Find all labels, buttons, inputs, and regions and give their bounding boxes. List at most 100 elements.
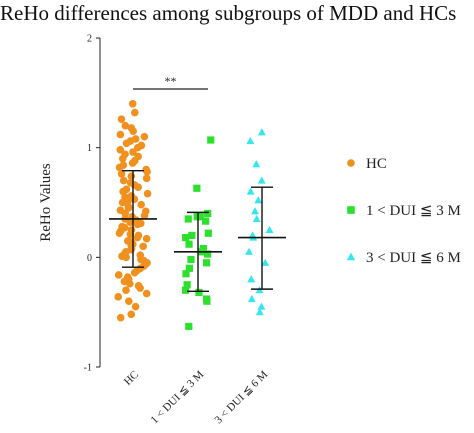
- data-point: [182, 233, 190, 242]
- data-point: [118, 198, 127, 207]
- data-point: [193, 184, 201, 192]
- data-point: [116, 130, 125, 139]
- data-point: [185, 322, 193, 331]
- category-label: 3 < DUI ≦ 6 M: [212, 368, 270, 426]
- data-point: [129, 127, 137, 136]
- data-point: [129, 148, 137, 156]
- category-label: 1 < DUI ≦ 3 M: [148, 368, 206, 426]
- data-point: [142, 174, 151, 183]
- legend-label: 3 < DUI ≦ 6 M: [366, 250, 461, 266]
- data-point: [251, 207, 259, 215]
- data-point: [195, 288, 203, 297]
- error-bars: [109, 169, 286, 293]
- data-point: [127, 310, 136, 319]
- data-point: [257, 128, 266, 136]
- data-point: [245, 247, 253, 255]
- legend: HC 1 < DUI ≦ 3 M 3 < DUI ≦ 6 M: [346, 156, 461, 266]
- data-point: [255, 308, 264, 316]
- significance-label: **: [165, 74, 177, 88]
- data-point: [134, 183, 142, 191]
- data-point: [115, 163, 124, 172]
- data-point: [184, 215, 192, 223]
- data-point: [118, 154, 127, 163]
- data-point: [127, 172, 136, 180]
- data-point: [252, 214, 261, 223]
- data-point: [202, 217, 210, 225]
- data-point: [136, 284, 144, 292]
- data-point: [257, 302, 266, 310]
- data-point: [261, 258, 270, 266]
- data-point: [143, 189, 152, 198]
- legend-marker: [347, 206, 355, 214]
- data-point: [116, 313, 125, 322]
- data-point: [183, 281, 191, 289]
- data-point: [204, 229, 212, 237]
- data-point: [139, 242, 147, 251]
- data-point: [126, 218, 134, 227]
- data-point: [117, 115, 126, 123]
- data-point: [188, 231, 196, 239]
- data-point: [193, 213, 201, 221]
- data-point: [128, 159, 137, 167]
- data-point: [114, 271, 123, 279]
- data-point: [207, 136, 215, 144]
- data-point: [122, 253, 130, 262]
- data-point: [122, 286, 130, 295]
- data-point: [142, 289, 151, 298]
- legend-label: 1 < DUI ≦ 3 M: [366, 203, 461, 219]
- data-points: [114, 100, 274, 331]
- data-point: [126, 279, 134, 288]
- data-point: [114, 293, 123, 301]
- y-axis-title: ReHo Values: [38, 163, 54, 242]
- data-point: [142, 234, 151, 243]
- data-point: [131, 108, 139, 117]
- data-point: [117, 170, 126, 178]
- data-point: [124, 297, 133, 306]
- y-tick-label: -1: [84, 363, 92, 374]
- data-point: [128, 100, 137, 108]
- data-point: [202, 259, 211, 267]
- y-tick-label: 2: [87, 34, 92, 45]
- data-point: [247, 294, 256, 303]
- y-tick-label: 1: [87, 143, 92, 154]
- data-point: [130, 268, 139, 277]
- data-point: [140, 211, 149, 220]
- data-point: [247, 275, 256, 283]
- data-point: [185, 264, 193, 272]
- data-point: [252, 160, 261, 168]
- data-point: [204, 250, 212, 258]
- data-point: [246, 187, 255, 195]
- data-point: [246, 136, 255, 145]
- data-point: [187, 255, 195, 264]
- data-point: [182, 270, 190, 278]
- legend-label: HC: [366, 156, 387, 172]
- data-point: [122, 139, 131, 148]
- chart-title: ReHo differences among subgroups of MDD …: [0, 1, 457, 25]
- data-point: [254, 196, 263, 204]
- legend-marker: [346, 252, 356, 261]
- data-point: [130, 195, 139, 204]
- data-point: [140, 132, 149, 141]
- y-tick-label: 0: [87, 253, 92, 264]
- data-point: [181, 286, 190, 294]
- data-point: [124, 204, 133, 212]
- data-point: [121, 209, 129, 218]
- legend-marker: [347, 159, 355, 167]
- data-point: [115, 229, 124, 238]
- data-point: [265, 225, 274, 233]
- data-point: [121, 121, 130, 130]
- data-point: [137, 200, 145, 209]
- data-point: [119, 176, 128, 185]
- data-point: [126, 230, 135, 239]
- data-point: [257, 176, 266, 184]
- data-point: [185, 240, 193, 248]
- data-point: [133, 233, 142, 242]
- data-point: [131, 302, 140, 311]
- data-point: [143, 167, 151, 176]
- data-point: [203, 297, 211, 305]
- data-point: [204, 209, 212, 218]
- data-point: [133, 220, 142, 229]
- category-label: HC: [122, 369, 141, 388]
